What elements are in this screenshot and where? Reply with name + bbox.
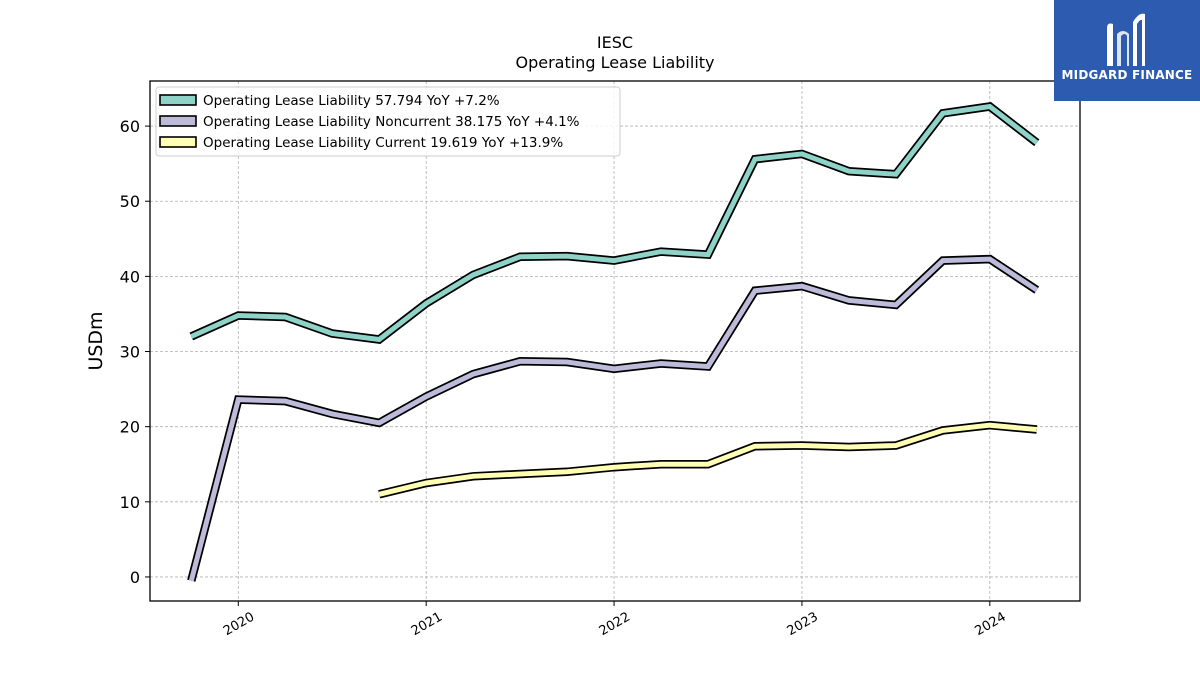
- chart-subtitle: Operating Lease Liability: [515, 53, 714, 72]
- x-tick-label: 2021: [409, 610, 445, 640]
- plot-frame: [149, 80, 1081, 602]
- legend: Operating Lease Liability 57.794 YoY +7.…: [155, 86, 621, 157]
- x-tick-label: 2022: [597, 610, 633, 640]
- y-tick-label: 0: [130, 568, 140, 587]
- legend-swatch-1: [159, 115, 197, 127]
- legend-label-1: Operating Lease Liability Noncurrent 38.…: [203, 114, 580, 130]
- legend-swatch-2: [159, 136, 197, 148]
- x-tick-label: 2023: [785, 610, 821, 640]
- y-axis-label: USDm: [85, 311, 107, 370]
- series-lines: [187, 102, 1040, 582]
- y-tick-label: 10: [120, 493, 140, 512]
- series-0-line: [190, 103, 1039, 343]
- brand-logo: MIDGARD FINANCE: [1054, 0, 1200, 101]
- midgard-finance-logo-icon: [1107, 13, 1145, 66]
- brand-name: MIDGARD FINANCE: [1061, 68, 1193, 82]
- legend-label-0: Operating Lease Liability 57.794 YoY +7.…: [203, 93, 500, 109]
- y-tick-label: 60: [120, 117, 140, 136]
- y-tick-label: 20: [120, 418, 140, 437]
- series-1-line: [188, 256, 1039, 582]
- y-tick-label: 40: [120, 267, 140, 286]
- y-tick-label: 30: [120, 343, 140, 362]
- y-tick-label: 50: [120, 192, 140, 211]
- series-2-outline: [378, 420, 1038, 499]
- x-tick-label: 2024: [972, 610, 1008, 640]
- legend-label-2: Operating Lease Liability Current 19.619…: [203, 135, 563, 151]
- legend-box: [155, 86, 621, 157]
- axis-ticks: 0 10 20 30 40 50 60 2020 2021 2022 2023 2024: [120, 117, 1009, 639]
- chart-title: IESC: [597, 33, 633, 52]
- grid-lines: [150, 81, 1080, 601]
- x-tick-label: 2020: [221, 610, 257, 640]
- series-2-line: [378, 422, 1038, 497]
- legend-swatch-0: [159, 94, 197, 106]
